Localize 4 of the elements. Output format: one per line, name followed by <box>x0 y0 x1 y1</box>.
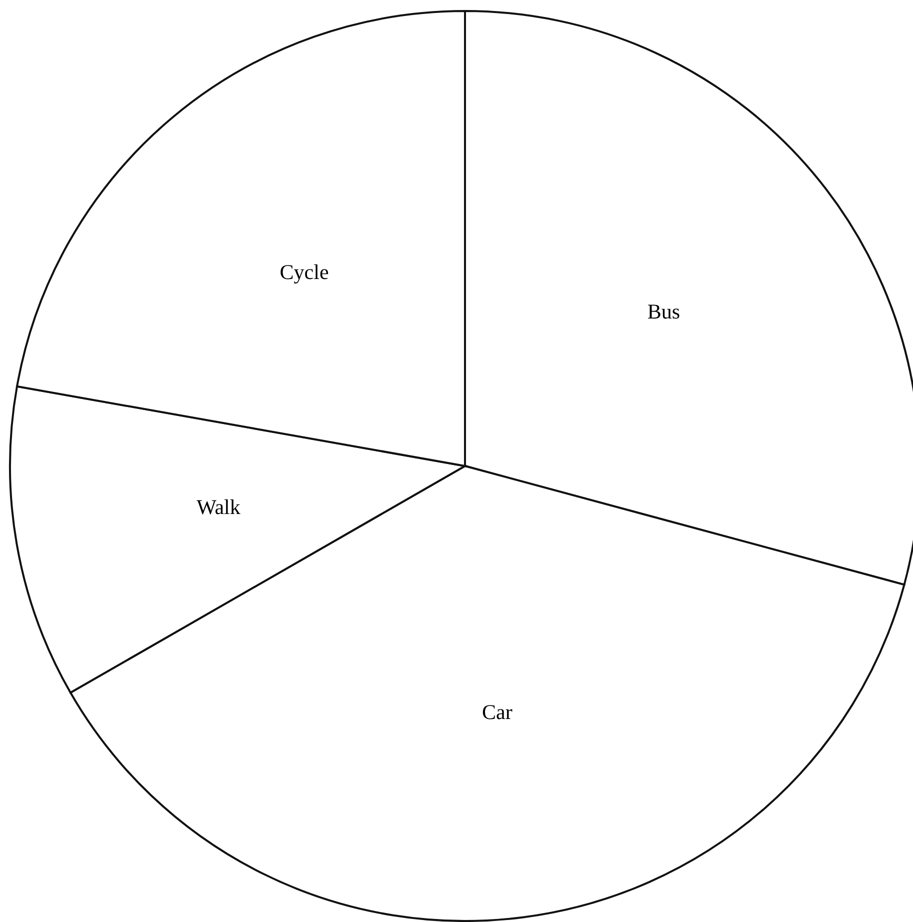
slice-label: Car <box>482 700 512 724</box>
slice-label: Bus <box>647 300 680 324</box>
slice-label: Cycle <box>280 260 329 284</box>
slice-label: Walk <box>196 494 241 519</box>
